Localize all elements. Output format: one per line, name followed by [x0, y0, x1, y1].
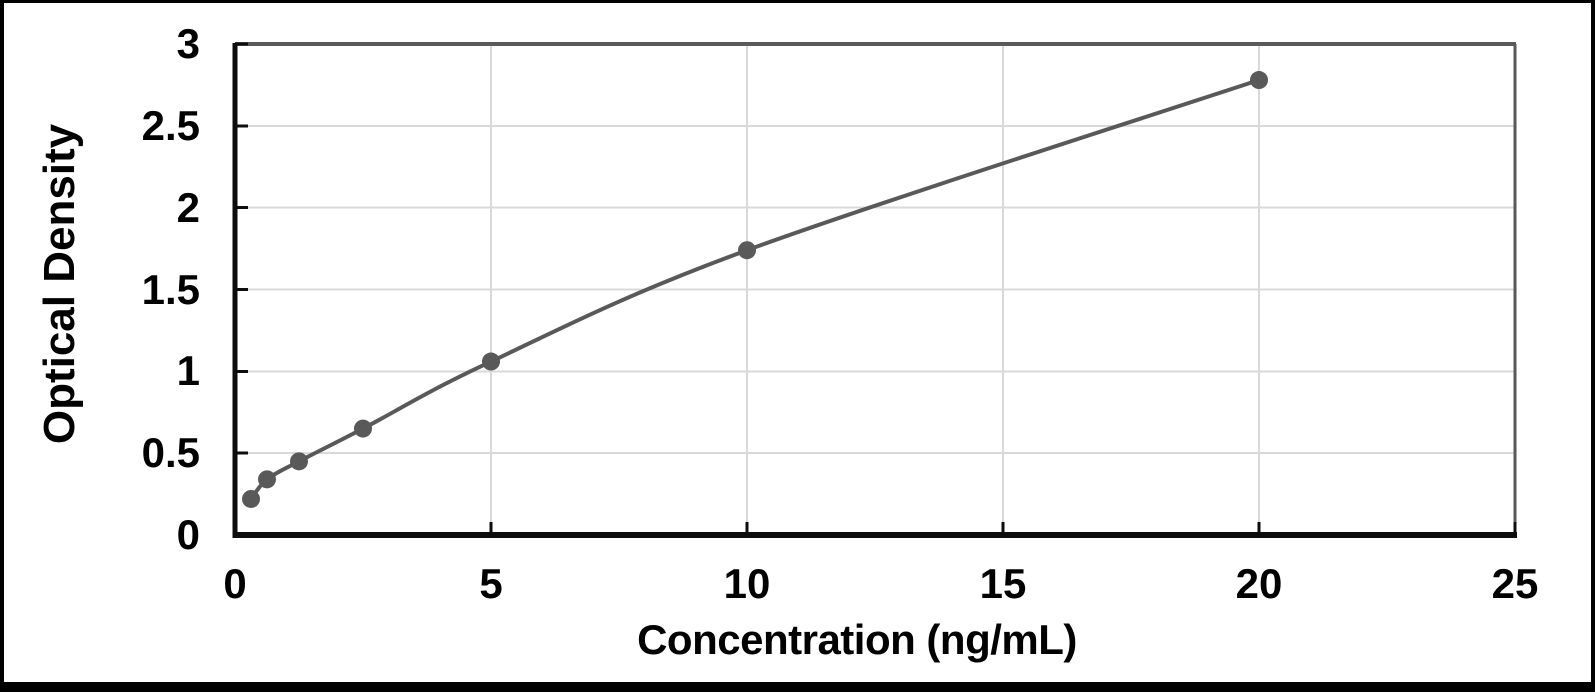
data-point-marker	[1250, 71, 1268, 90]
data-point-marker	[290, 452, 308, 471]
data-point-marker	[738, 241, 756, 260]
data-point-marker	[482, 352, 500, 371]
plot-background	[4, 3, 1591, 682]
data-point-marker	[242, 489, 261, 508]
data-point-marker	[258, 470, 276, 489]
data-point-marker	[354, 419, 372, 438]
